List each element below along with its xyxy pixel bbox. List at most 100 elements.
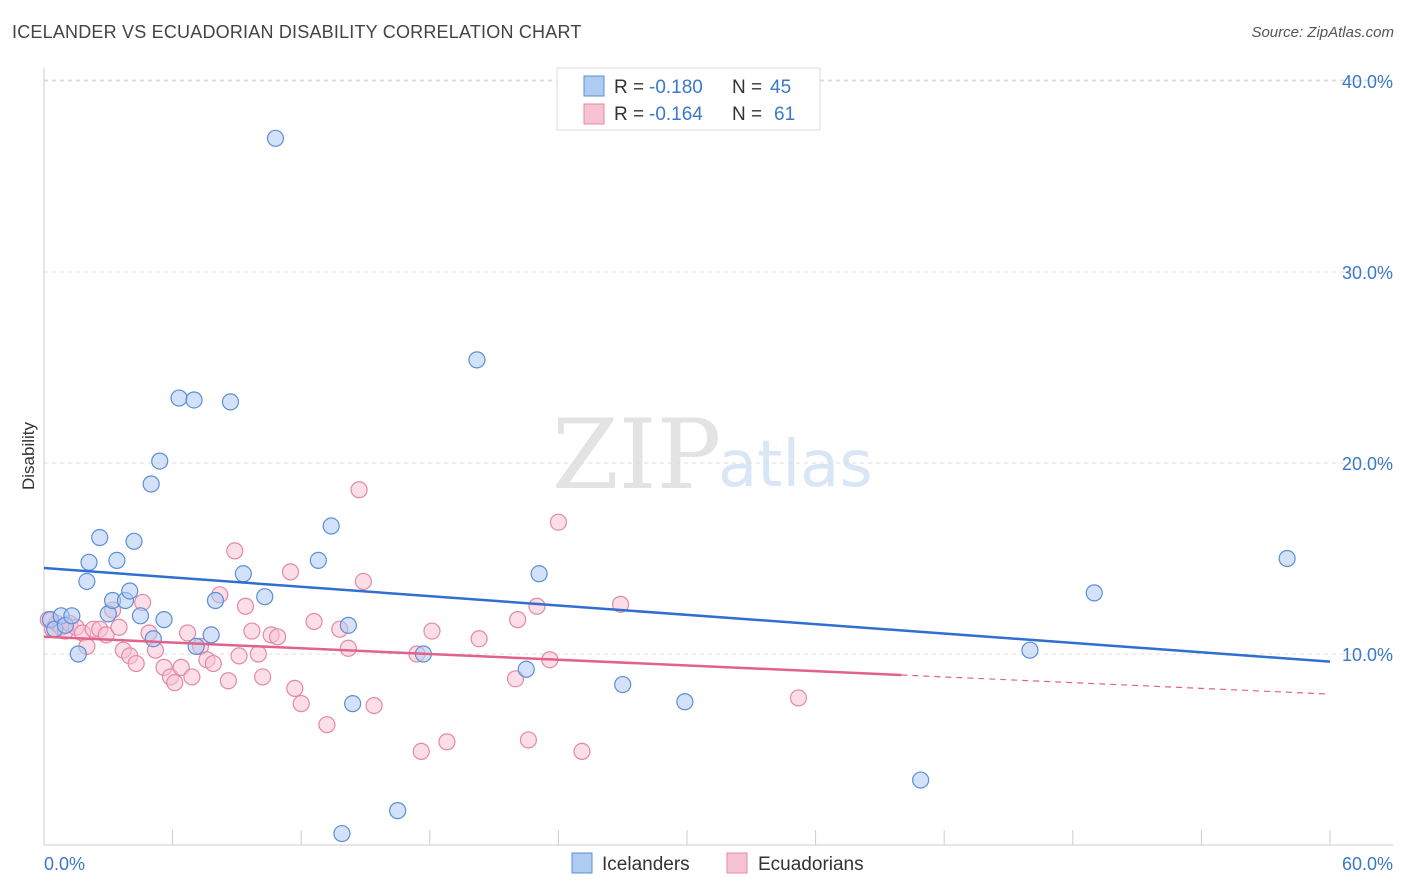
chart-title: ICELANDER VS ECUADORIAN DISABILITY CORRE… [12, 22, 582, 42]
ecuadorians-trend-line [901, 674, 1331, 695]
ecuadorians-point [549, 513, 568, 531]
icelanders-point [309, 551, 327, 570]
ecuadorians-point [509, 611, 527, 629]
legend-r-label-ecuadorians: R = [614, 104, 644, 125]
ecuadorians-point [127, 654, 145, 673]
y-axis-label: Disability [19, 421, 38, 490]
ecuadorians-point [438, 733, 456, 751]
legend-n-value-ecuadorians: 61 [774, 104, 795, 125]
icelanders-point [1021, 641, 1039, 659]
ecuadorians-point [183, 668, 201, 686]
trend-lines [43, 566, 1331, 695]
ecuadorians-point [365, 696, 383, 715]
ecuadorians-point [166, 674, 184, 692]
legend-swatch-ecuadorians [583, 103, 605, 125]
icelanders-point [256, 588, 274, 606]
watermark: ZIP atlas [552, 399, 873, 511]
ecuadorians-point [470, 630, 488, 648]
icelanders-point [468, 351, 486, 369]
ecuadorians-point [254, 668, 272, 686]
series-legend-label-ecuadorians: Ecuadorians [758, 854, 864, 875]
legend-r-value-ecuadorians: -0.164 [649, 104, 703, 125]
icelanders-point [144, 630, 162, 648]
ecuadorians-point [789, 689, 808, 707]
ecuadorians-point [354, 572, 372, 591]
icelanders-point [142, 475, 160, 493]
icelanders-point [530, 565, 548, 583]
ecuadorians-point [528, 597, 546, 615]
series-legend-swatch-icelanders [571, 852, 593, 874]
ecuadorians-point [519, 731, 537, 749]
ecuadorians-point [179, 624, 197, 642]
ecuadorians-trend-line [43, 635, 902, 677]
ecuadorians-point [281, 563, 300, 581]
ecuadorians-point [110, 618, 128, 636]
y-tick-label: 30.0% [1342, 263, 1393, 283]
icelanders-point [333, 824, 351, 843]
icelanders-point [69, 645, 87, 663]
ecuadorians-point [412, 742, 430, 761]
ecuadorians-point [292, 695, 310, 713]
icelanders-point [517, 660, 535, 678]
source-label: Source: ZipAtlas.com [1251, 24, 1394, 41]
series-legend-swatch-ecuadorians [726, 852, 748, 874]
correlation-legend: R = -0.180 N = 45 R = -0.164 N = 61 [556, 67, 821, 131]
ecuadorians-point [339, 639, 357, 657]
icelanders-point [1085, 584, 1103, 602]
y-tick-labels: 10.0% 20.0% 30.0% 40.0% [1342, 72, 1393, 665]
icelanders-point [322, 517, 340, 535]
icelanders-point [125, 532, 143, 550]
x-tick-label-min: 0.0% [44, 854, 85, 874]
watermark-zip: ZIP [552, 399, 721, 511]
icelanders-point [80, 553, 98, 571]
ecuadorians-points [39, 481, 808, 761]
icelanders-point [131, 607, 150, 625]
ecuadorians-point [249, 645, 267, 663]
ecuadorians-point [204, 654, 222, 673]
icelanders-point [63, 607, 81, 625]
icelanders-point [912, 771, 930, 789]
ecuadorians-point [350, 481, 368, 499]
legend-n-label-ecuadorians: N = [732, 104, 762, 125]
icelanders-point [344, 695, 362, 713]
icelanders-point [339, 616, 357, 634]
icelanders-point [151, 452, 169, 470]
y-tick-label: 40.0% [1342, 72, 1393, 92]
icelanders-point [676, 693, 694, 711]
ecuadorians-point [226, 542, 244, 560]
ecuadorians-point [172, 658, 190, 676]
watermark-atlas: atlas [718, 428, 873, 502]
icelanders-point [266, 129, 285, 147]
legend-r-label-icelanders: R = [614, 77, 644, 98]
ecuadorians-point [269, 628, 287, 646]
ecuadorians-point [318, 716, 336, 734]
icelanders-point [206, 591, 225, 610]
icelanders-point [187, 637, 205, 655]
icelanders-point [108, 551, 126, 570]
x-ticks [43, 830, 1331, 845]
series-legend: Icelanders Ecuadorians [571, 852, 864, 875]
icelanders-point [202, 626, 220, 644]
legend-swatch-icelanders [583, 75, 605, 97]
ecuadorians-point [219, 672, 237, 690]
legend-n-value-icelanders: 45 [770, 77, 791, 98]
icelanders-point [78, 572, 96, 591]
icelanders-point [121, 582, 139, 600]
icelanders-point [185, 391, 203, 409]
x-tick-label-max: 60.0% [1342, 854, 1393, 874]
icelanders-point [91, 528, 109, 547]
icelanders-point [155, 611, 173, 629]
ecuadorians-point [286, 679, 304, 697]
legend-r-value-icelanders: -0.180 [649, 77, 703, 98]
y-tick-label: 10.0% [1342, 645, 1393, 665]
ecuadorians-point [305, 612, 323, 631]
ecuadorians-point [230, 647, 248, 665]
icelanders-trend-line [43, 566, 1331, 663]
icelanders-point [170, 389, 188, 407]
icelanders-point [389, 802, 407, 820]
ecuadorians-point [506, 670, 525, 688]
series-legend-label-icelanders: Icelanders [602, 854, 690, 875]
ecuadorians-point [611, 595, 630, 613]
y-tick-label: 20.0% [1342, 454, 1393, 474]
